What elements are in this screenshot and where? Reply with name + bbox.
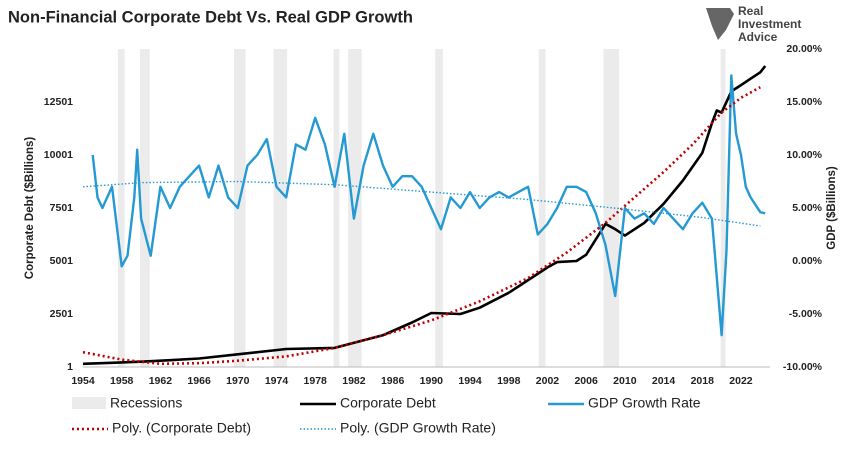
y2-tick-label: -5.00% bbox=[789, 308, 823, 320]
legend-swatch bbox=[72, 397, 106, 409]
x-tick-label: 2018 bbox=[691, 375, 715, 387]
legend-label: Poly. (Corporate Debt) bbox=[112, 420, 251, 436]
x-tick-label: 1954 bbox=[71, 375, 95, 387]
recession-band bbox=[538, 49, 546, 367]
x-tick-label: 1994 bbox=[458, 375, 482, 387]
y-tick-label: 2501 bbox=[50, 308, 74, 320]
y2-tick-label: 15.00% bbox=[786, 96, 822, 108]
plot-area bbox=[82, 49, 767, 367]
recession-band bbox=[333, 49, 340, 367]
y2-tick-label: 0.00% bbox=[792, 255, 822, 267]
recession-band bbox=[435, 49, 443, 367]
legend-label: Corporate Debt bbox=[340, 395, 436, 411]
y-tick-label: 5001 bbox=[50, 255, 74, 267]
legend-label: Poly. (GDP Growth Rate) bbox=[340, 420, 496, 436]
legend-label: Recessions bbox=[110, 395, 182, 411]
logo-text: Advice bbox=[738, 30, 778, 44]
x-tick-label: 1982 bbox=[342, 375, 366, 387]
x-tick-label: 1970 bbox=[226, 375, 250, 387]
x-tick-label: 1966 bbox=[187, 375, 211, 387]
y2-tick-label: -10.00% bbox=[783, 361, 823, 373]
logo-icon bbox=[706, 8, 734, 40]
x-tick-label: 2002 bbox=[536, 375, 560, 387]
legend: Recessions Corporate Debt GDP Growth Rate P… bbox=[72, 395, 701, 436]
recession-band bbox=[117, 49, 125, 367]
data-line bbox=[82, 65, 767, 366]
y2-tick-label: 10.00% bbox=[786, 149, 822, 161]
x-tick-label: 1974 bbox=[265, 375, 289, 387]
y-tick-label: 7501 bbox=[50, 202, 74, 214]
y2-tick-label: 20.00% bbox=[786, 43, 822, 55]
trend-line bbox=[82, 86, 761, 366]
recession-band bbox=[720, 49, 726, 367]
y2-axis-title: GDP ($Billions) bbox=[826, 166, 838, 250]
y-tick-label: 1 bbox=[67, 361, 73, 373]
trend-line bbox=[82, 180, 761, 227]
x-tick-label: 2022 bbox=[729, 375, 753, 387]
chart-title: Non-Financial Corporate Debt Vs. Real GD… bbox=[8, 8, 413, 26]
x-tick-label: 1958 bbox=[110, 375, 134, 387]
y-axis-title: Corporate Debt ($Billions) bbox=[24, 137, 36, 280]
recession-band bbox=[233, 49, 246, 367]
x-tick-label: 2010 bbox=[613, 375, 637, 387]
y-tick-label: 10001 bbox=[44, 149, 73, 161]
x-tick-label: 1990 bbox=[420, 375, 444, 387]
x-tick-label: 1978 bbox=[304, 375, 328, 387]
y-tick-label: 12501 bbox=[44, 96, 73, 108]
data-line bbox=[91, 74, 766, 337]
x-tick-label: 1986 bbox=[381, 375, 405, 387]
logo-text: Investment bbox=[738, 17, 801, 31]
x-tick-label: 2014 bbox=[652, 375, 676, 387]
logo-text: Real bbox=[738, 4, 763, 18]
x-tick-label: 1998 bbox=[497, 375, 521, 387]
x-tick-label: 1962 bbox=[149, 375, 173, 387]
x-tick-label: 2006 bbox=[574, 375, 598, 387]
recession-band bbox=[140, 49, 150, 367]
recession-band bbox=[273, 49, 288, 367]
y2-tick-label: 5.00% bbox=[792, 202, 822, 214]
legend-label: GDP Growth Rate bbox=[588, 395, 701, 411]
